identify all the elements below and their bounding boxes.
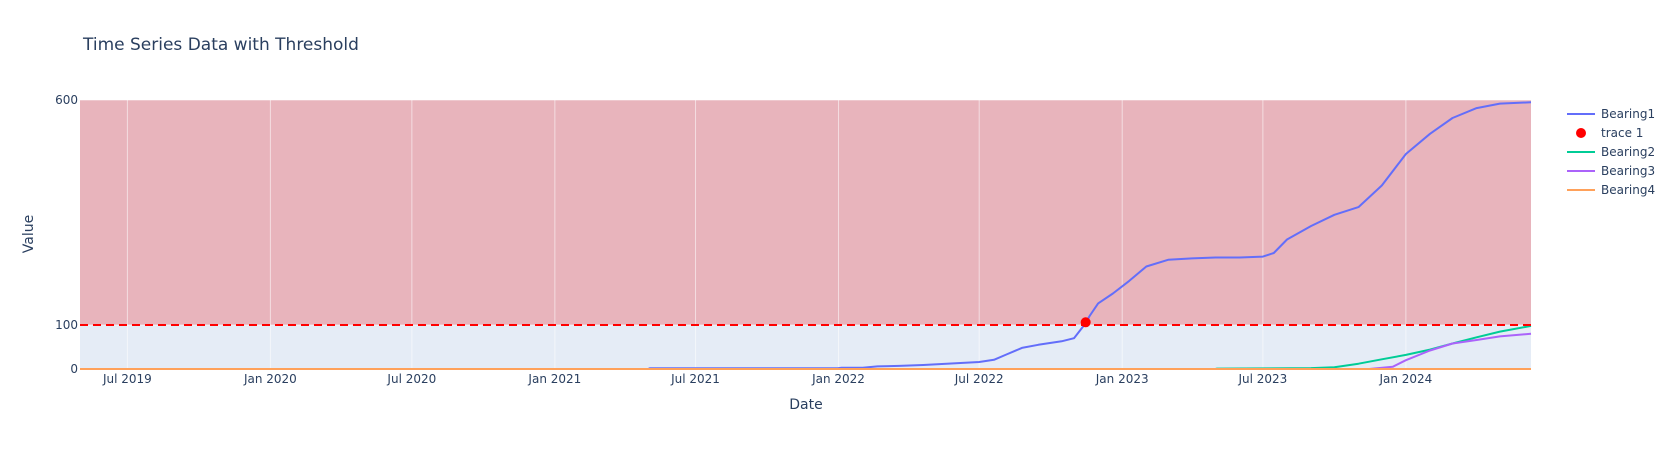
y-axis-title: Value	[21, 215, 37, 253]
marker-point	[1080, 317, 1091, 328]
legend-label: Bearing2	[1601, 145, 1655, 159]
legend-item-bearing2[interactable]: Bearing2	[1567, 145, 1655, 159]
series-line-bearing1	[80, 101, 1532, 370]
y-tick-label: 100	[55, 318, 78, 332]
legend-label: trace 1	[1601, 126, 1643, 140]
legend-item-trace-1[interactable]: trace 1	[1576, 126, 1643, 140]
chart-title: Time Series Data with Threshold	[82, 35, 359, 55]
y-axis-ticks: 0 100 600	[55, 93, 78, 376]
plot-area	[80, 99, 1532, 370]
legend-marker-symbol	[1576, 128, 1586, 138]
legend-label: Bearing1	[1601, 107, 1655, 121]
x-tick-label: Jul 2020	[386, 372, 436, 386]
x-tick-label: Jan 2022	[811, 372, 865, 386]
x-tick-label: Jul 2022	[954, 372, 1004, 386]
legend-item-bearing1[interactable]: Bearing1	[1567, 107, 1655, 121]
legend-label: Bearing4	[1601, 183, 1655, 197]
legend-label: Bearing3	[1601, 164, 1655, 178]
y-tick-label: 600	[55, 93, 78, 107]
legend-item-bearing4[interactable]: Bearing4	[1567, 183, 1655, 197]
x-axis-ticks: Jul 2019 Jan 2020 Jul 2020 Jan 2021 Jul 2021…	[102, 372, 1432, 386]
legend-item-bearing3[interactable]: Bearing3	[1567, 164, 1655, 178]
x-tick-label: Jul 2021	[670, 372, 720, 386]
threshold-region-below	[80, 325, 1531, 369]
x-tick-label: Jul 2019	[102, 372, 152, 386]
y-tick-label: 0	[70, 362, 78, 376]
legend[interactable]: Bearing1 trace 1 Bearing2 Bearing3 Bearing4	[1567, 107, 1655, 197]
x-tick-label: Jan 2020	[243, 372, 297, 386]
x-tick-label: Jan 2024	[1378, 372, 1432, 386]
x-tick-label: Jan 2023	[1095, 372, 1149, 386]
x-tick-label: Jul 2023	[1237, 372, 1287, 386]
x-axis-title: Date	[789, 397, 822, 413]
x-tick-label: Jan 2021	[527, 372, 581, 386]
threshold-region-above	[80, 100, 1531, 325]
